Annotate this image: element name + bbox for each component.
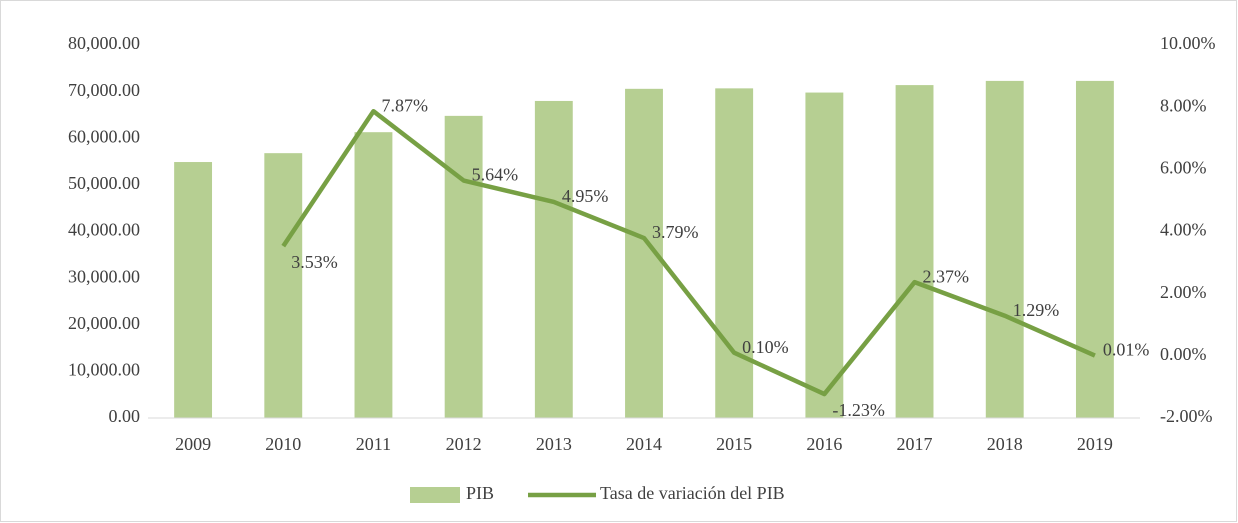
bar <box>985 80 1024 419</box>
legend-label: Tasa de variación del PIB <box>600 483 785 503</box>
y2-tick-label: 0.00% <box>1160 344 1207 364</box>
bar <box>715 88 754 418</box>
data-label: 3.79% <box>652 222 699 242</box>
legend-label: PIB <box>466 483 494 503</box>
y-tick-label: 50,000.00 <box>68 173 140 193</box>
x-tick-label: 2019 <box>1077 434 1113 454</box>
data-label: 5.64% <box>472 165 519 185</box>
data-label: 0.01% <box>1103 340 1150 360</box>
x-tick-label: 2010 <box>265 434 301 454</box>
y-tick-label: 10,000.00 <box>68 360 140 380</box>
bar <box>444 115 483 419</box>
legend-swatch <box>410 487 460 503</box>
x-tick-label: 2016 <box>806 434 842 454</box>
data-label: 1.29% <box>1013 300 1060 320</box>
data-label: 3.53% <box>291 252 338 272</box>
y-tick-label: 60,000.00 <box>68 126 140 146</box>
y2-tick-label: 4.00% <box>1160 220 1207 240</box>
bar <box>895 85 934 418</box>
x-tick-label: 2014 <box>626 434 662 454</box>
x-tick-label: 2013 <box>536 434 572 454</box>
y2-tick-label: 10.00% <box>1160 33 1216 53</box>
y-tick-label: 0.00 <box>109 406 141 426</box>
y-tick-label: 70,000.00 <box>68 80 140 100</box>
data-label: 7.87% <box>381 95 428 115</box>
y2-tick-label: 2.00% <box>1160 282 1207 302</box>
bar <box>534 100 573 418</box>
bar <box>805 92 844 419</box>
x-tick-label: 2017 <box>897 434 933 454</box>
y-tick-label: 30,000.00 <box>68 266 140 286</box>
bar <box>1075 80 1114 419</box>
x-tick-label: 2012 <box>446 434 482 454</box>
bar <box>174 162 213 418</box>
y2-tick-label: 6.00% <box>1160 157 1207 177</box>
x-tick-label: 2011 <box>356 434 391 454</box>
data-label: 4.95% <box>562 186 609 206</box>
y2-tick-label: 8.00% <box>1160 95 1207 115</box>
bar <box>264 153 303 419</box>
y2-tick-label: -2.00% <box>1160 406 1213 426</box>
y-tick-label: 40,000.00 <box>68 220 140 240</box>
bar <box>354 132 393 418</box>
data-label: 2.37% <box>923 266 970 286</box>
data-label: -1.23% <box>832 400 885 420</box>
x-tick-label: 2015 <box>716 434 752 454</box>
line <box>281 108 1096 397</box>
x-tick-label: 2009 <box>175 434 211 454</box>
data-label: 0.10% <box>742 337 789 357</box>
x-tick-label: 2018 <box>987 434 1023 454</box>
y-tick-label: 80,000.00 <box>68 33 140 53</box>
y-tick-label: 20,000.00 <box>68 313 140 333</box>
